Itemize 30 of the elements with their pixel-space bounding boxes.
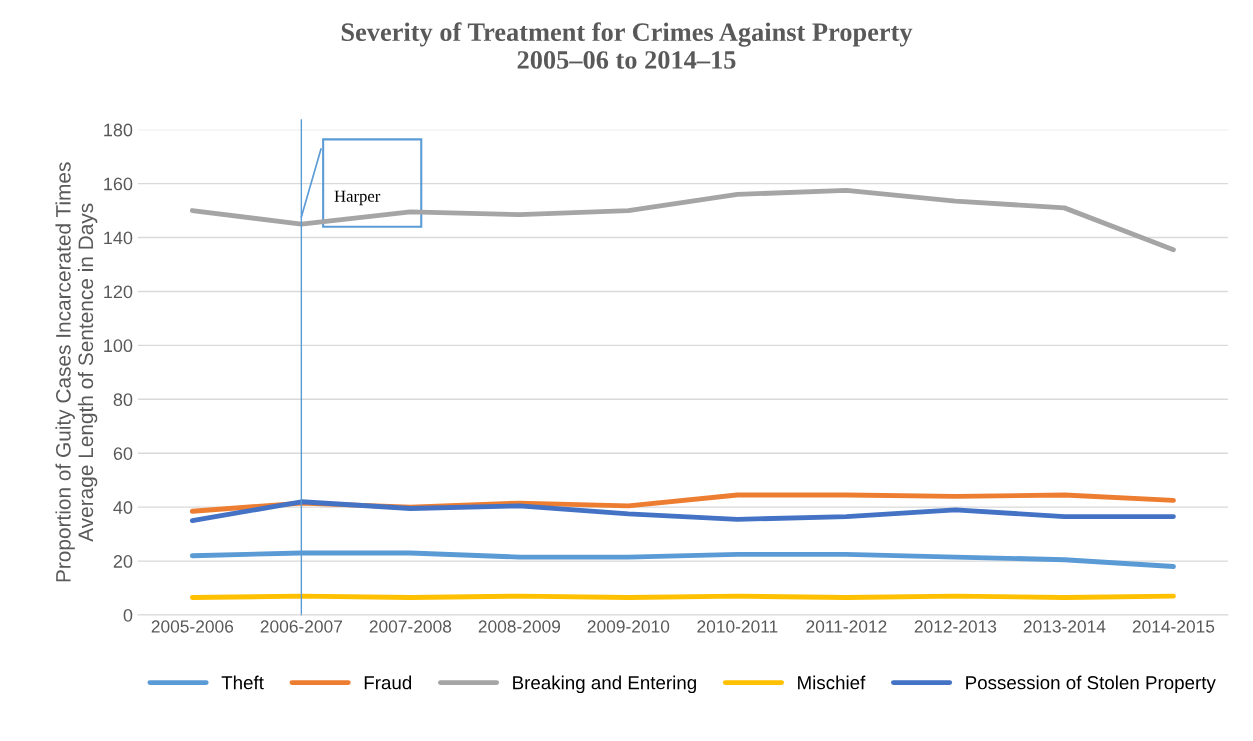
y-tick-label: 100	[104, 339, 133, 353]
legend-label: Mischief	[798, 675, 866, 690]
x-tick-label: 2005-2006	[151, 620, 234, 633]
y-tick-label: 80	[113, 393, 133, 407]
legend-label: Possession of Stolen Property	[966, 675, 1216, 694]
line-series	[189, 187, 1176, 253]
x-tick-label: 2006-2007	[260, 620, 342, 633]
legend-label: Theft	[221, 675, 264, 690]
x-tick-label: 2014-2015	[1132, 620, 1215, 633]
y-tick-label: 160	[104, 177, 133, 191]
x-tick-label: 2013-2014	[1023, 620, 1106, 633]
y-axis-title: Proportion of Guity Cases Incarcerated Times Average Length of Sentence in Days	[55, 162, 98, 582]
x-tick-label: 2011-2012	[806, 620, 887, 633]
y-tick-label: 60	[113, 447, 133, 460]
y-tick-label: 20	[113, 555, 133, 568]
x-tick-label: 2012-2013	[914, 620, 997, 633]
chart-title: Severity of Treatment for Crimes Against Property 2005–06 to 2014–15	[341, 22, 913, 69]
y-tick-label: 40	[113, 501, 133, 514]
legend-label: Breaking and Entering	[513, 675, 696, 694]
y-tick-label: 120	[104, 285, 133, 299]
line-series	[189, 499, 1176, 524]
x-tick-label: 2009-2010	[587, 620, 670, 633]
ref-line-label: Harper	[334, 190, 381, 206]
x-tick-label: 2010-2011	[697, 620, 778, 633]
x-tick-label: 2007-2008	[369, 620, 452, 633]
legend-label: Fraud	[364, 675, 412, 690]
x-tick-label: 2008-2009	[478, 620, 561, 633]
y-tick-label: 140	[104, 231, 133, 245]
y-tick-label: 0	[123, 608, 133, 622]
y-tick-label: 180	[104, 123, 133, 137]
